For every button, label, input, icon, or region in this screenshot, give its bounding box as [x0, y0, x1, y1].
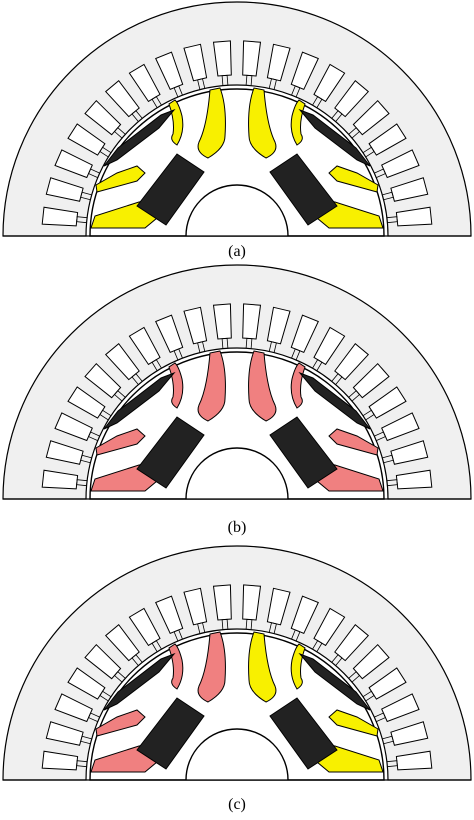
- right-inner-magnet: [269, 153, 338, 226]
- slot-opening: [382, 454, 394, 464]
- slot-opening: [331, 373, 343, 385]
- slot-opening: [268, 78, 277, 90]
- slot-opening: [221, 618, 229, 630]
- slot-opening: [291, 629, 301, 642]
- slot-opening: [76, 216, 88, 224]
- slot-opening: [245, 74, 253, 86]
- slot-opening: [88, 431, 100, 441]
- left-outer-magnet: [103, 652, 176, 711]
- shaft: [185, 184, 289, 237]
- right-upper-pole: [248, 87, 277, 159]
- slot-opening: [173, 348, 183, 361]
- motor-panel-b: (b): [2, 264, 472, 536]
- slot-opening: [197, 78, 206, 90]
- right-inner-magnet: [269, 416, 338, 489]
- left-middle-pole: [95, 428, 146, 456]
- slot-opening: [374, 168, 386, 178]
- slot-opening: [362, 146, 375, 158]
- right-outer-magnet: [298, 652, 371, 711]
- slot-opening: [151, 359, 162, 372]
- left-inner-magnet: [136, 416, 205, 489]
- slot-opening: [348, 671, 361, 683]
- slot-opening: [245, 337, 253, 349]
- stator-core: [2, 1, 472, 237]
- slot-opening: [382, 191, 394, 201]
- shaft: [185, 728, 289, 781]
- slot-opening: [348, 390, 361, 402]
- slot-opening: [80, 454, 92, 464]
- left-middle-pole: [95, 709, 146, 737]
- slot-opening: [113, 671, 126, 683]
- slot-opening: [386, 216, 398, 224]
- slot-opening: [131, 373, 143, 385]
- right-inner-magnet: [269, 697, 338, 770]
- slot-opening: [268, 622, 277, 634]
- slot-opening: [113, 390, 126, 402]
- slot-opening: [197, 622, 206, 634]
- right-middle-pole: [328, 709, 379, 737]
- slot-opening: [99, 409, 112, 421]
- right-upper-pole: [248, 631, 277, 703]
- left-middle-pole: [95, 165, 146, 193]
- left-inner-magnet: [136, 697, 205, 770]
- slot-opening: [99, 146, 112, 158]
- slot-opening: [386, 760, 398, 768]
- slot-opening: [348, 127, 361, 139]
- slot-opening: [80, 735, 92, 745]
- slot-opening: [113, 127, 126, 139]
- slot-opening: [99, 690, 112, 702]
- slot-opening: [76, 760, 88, 768]
- motor-panel-a: (a): [2, 1, 472, 260]
- slot-opening: [88, 712, 100, 722]
- stator-core: [2, 545, 472, 781]
- shaft: [185, 447, 289, 500]
- slot-opening: [221, 337, 229, 349]
- slot-opening: [312, 359, 323, 372]
- left-outer-magnet: [103, 108, 176, 167]
- stator-core: [2, 264, 472, 500]
- right-outer-magnet: [298, 371, 371, 430]
- slot-opening: [331, 110, 343, 122]
- slot-opening: [173, 85, 183, 98]
- slot-opening: [374, 712, 386, 722]
- slot-opening: [386, 479, 398, 487]
- panel-caption: (b): [228, 519, 247, 536]
- slot-opening: [362, 690, 375, 702]
- slot-opening: [291, 85, 301, 98]
- slot-opening: [76, 479, 88, 487]
- slot-opening: [291, 348, 301, 361]
- slot-opening: [131, 110, 143, 122]
- left-inner-magnet: [136, 153, 205, 226]
- slot-opening: [312, 96, 323, 109]
- slot-opening: [88, 168, 100, 178]
- slot-opening: [131, 654, 143, 666]
- slot-opening: [151, 640, 162, 653]
- left-upper-pole: [197, 87, 226, 159]
- slot-opening: [173, 629, 183, 642]
- slot-opening: [80, 191, 92, 201]
- right-middle-pole: [328, 165, 379, 193]
- slot-opening: [197, 341, 206, 353]
- slot-opening: [362, 409, 375, 421]
- slot-opening: [312, 640, 323, 653]
- right-outer-magnet: [298, 108, 371, 167]
- slot-opening: [268, 341, 277, 353]
- motor-panel-c: (c): [2, 545, 472, 813]
- slot-opening: [382, 735, 394, 745]
- panel-caption: (c): [228, 796, 246, 813]
- left-upper-pole: [197, 631, 226, 703]
- right-upper-pole: [248, 350, 277, 422]
- slot-opening: [245, 618, 253, 630]
- slot-opening: [374, 431, 386, 441]
- slot-opening: [331, 654, 343, 666]
- slot-opening: [151, 96, 162, 109]
- right-middle-pole: [328, 428, 379, 456]
- panel-caption: (a): [228, 243, 246, 260]
- left-upper-pole: [197, 350, 226, 422]
- slot-opening: [221, 74, 229, 86]
- left-outer-magnet: [103, 371, 176, 430]
